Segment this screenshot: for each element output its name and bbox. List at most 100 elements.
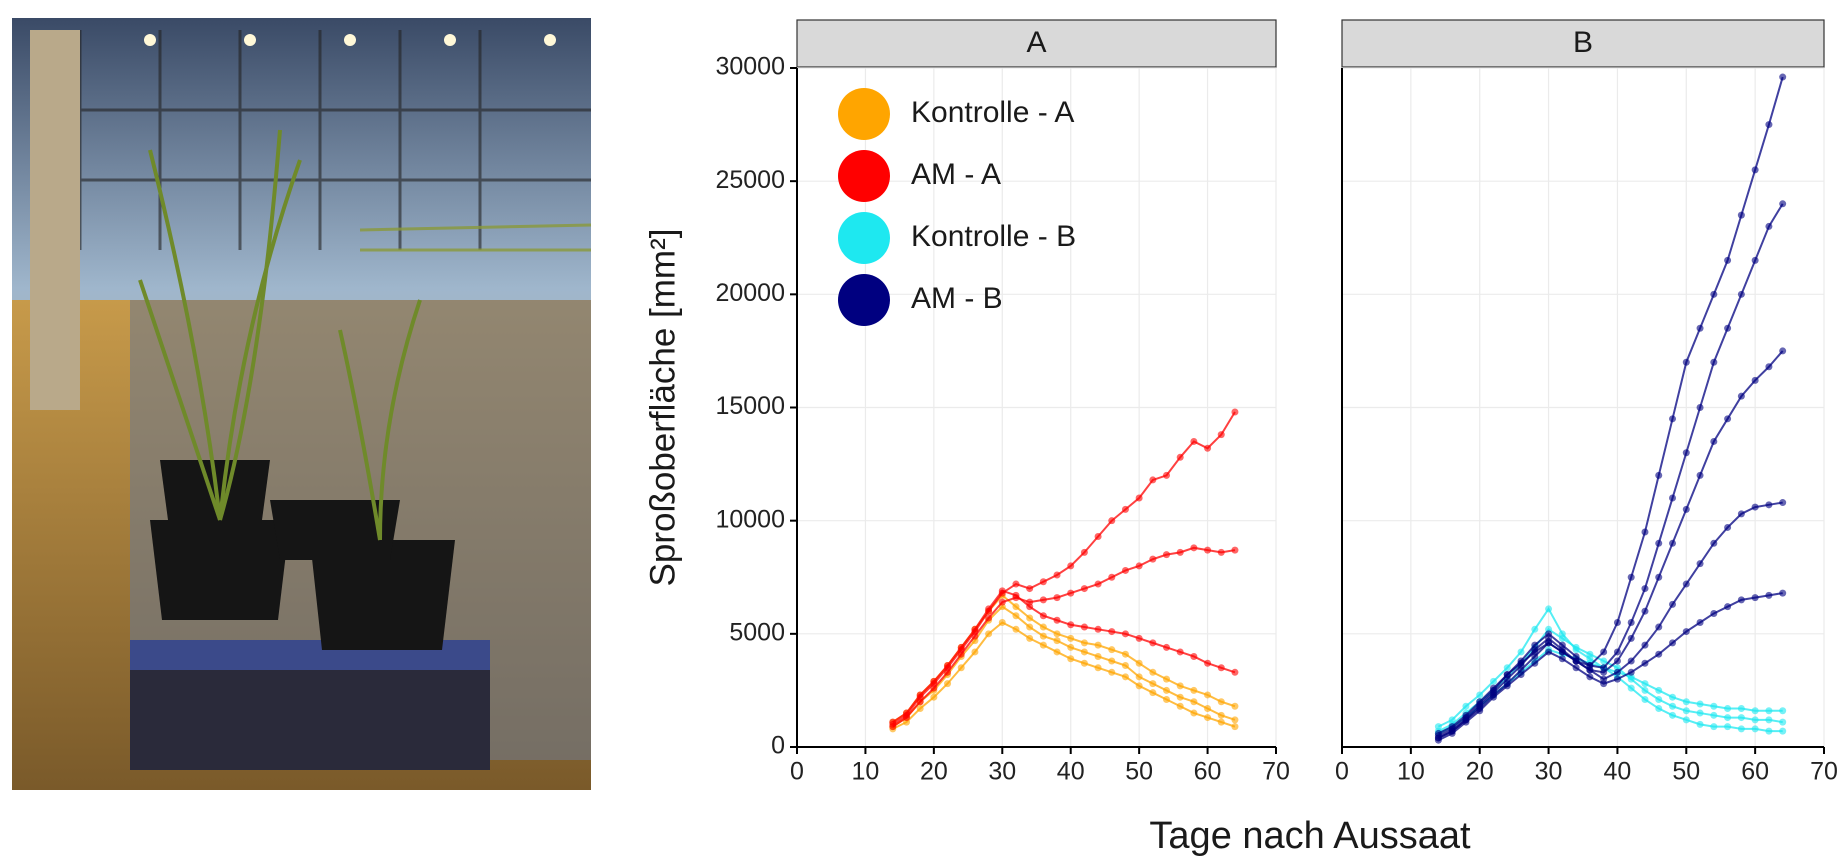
- data-point: [1012, 612, 1020, 620]
- data-point: [1696, 471, 1704, 479]
- data-point: [1572, 646, 1580, 654]
- data-point: [1655, 573, 1663, 581]
- data-point: [1655, 705, 1663, 713]
- data-point: [1053, 648, 1061, 656]
- data-point: [1641, 641, 1649, 649]
- data-point: [1080, 585, 1088, 593]
- y-tick-label: 10000: [715, 505, 785, 533]
- data-point: [1627, 634, 1635, 642]
- data-point: [1613, 619, 1621, 627]
- data-point: [1231, 668, 1239, 676]
- data-point: [1737, 714, 1745, 722]
- data-point: [1149, 680, 1157, 688]
- data-point: [1600, 668, 1608, 676]
- data-point: [1710, 702, 1718, 710]
- data-point: [1627, 619, 1635, 627]
- data-point: [1094, 625, 1102, 633]
- data-point: [1039, 612, 1047, 620]
- data-point: [1751, 707, 1759, 715]
- data-point: [1641, 695, 1649, 703]
- data-point: [1613, 668, 1621, 676]
- data-point: [1190, 709, 1198, 717]
- data-point: [1176, 453, 1184, 461]
- facet-title: A: [1026, 26, 1046, 59]
- data-point: [1094, 641, 1102, 649]
- y-tick-label: 30000: [715, 53, 785, 81]
- data-point: [1204, 546, 1212, 554]
- data-point: [1012, 625, 1020, 633]
- data-point: [1053, 571, 1061, 579]
- data-point: [1669, 693, 1677, 701]
- data-point: [1448, 723, 1456, 731]
- data-point: [1135, 659, 1143, 667]
- data-point: [1531, 641, 1539, 649]
- data-point: [1558, 655, 1566, 663]
- x-tick-label: 0: [790, 758, 804, 786]
- data-point: [902, 709, 910, 717]
- data-point: [916, 698, 924, 706]
- data-point: [1737, 725, 1745, 733]
- y-tick-label: 15000: [715, 392, 785, 420]
- data-point: [1190, 652, 1198, 660]
- data-point: [1655, 695, 1663, 703]
- data-point: [944, 662, 952, 670]
- x-tick-label: 10: [1397, 758, 1425, 786]
- data-point: [1190, 698, 1198, 706]
- data-point: [1710, 723, 1718, 731]
- data-point: [1531, 625, 1539, 633]
- data-point: [1737, 705, 1745, 713]
- data-point: [1149, 639, 1157, 647]
- data-point: [1641, 528, 1649, 536]
- x-tick-label: 30: [1535, 758, 1563, 786]
- x-tick-label: 40: [1057, 758, 1085, 786]
- data-point: [1669, 539, 1677, 547]
- y-tick-label: 0: [771, 732, 785, 760]
- data-point: [1779, 718, 1787, 726]
- data-point: [1682, 628, 1690, 636]
- data-point: [1108, 646, 1116, 654]
- data-point: [1231, 702, 1239, 710]
- data-point: [930, 684, 938, 692]
- data-point: [1448, 716, 1456, 724]
- legend-swatch: [838, 88, 890, 140]
- data-point: [1489, 693, 1497, 701]
- y-tick-label: 20000: [715, 279, 785, 307]
- data-point: [1779, 589, 1787, 597]
- data-point: [1779, 727, 1787, 735]
- data-point: [1108, 628, 1116, 636]
- data-point: [998, 587, 1006, 595]
- data-point: [1163, 695, 1171, 703]
- data-point: [985, 614, 993, 622]
- data-point: [1751, 725, 1759, 733]
- facet-strip: [796, 19, 1277, 68]
- x-tick-label: 40: [1604, 758, 1632, 786]
- data-point: [1163, 675, 1171, 683]
- data-point: [1765, 591, 1773, 599]
- data-point: [1217, 698, 1225, 706]
- data-point: [1779, 73, 1787, 81]
- data-point: [1149, 555, 1157, 563]
- data-point: [1696, 560, 1704, 568]
- data-point: [1627, 668, 1635, 676]
- facet-title: B: [1573, 26, 1593, 59]
- legend-label: AM - B: [911, 282, 1003, 315]
- data-point: [1724, 324, 1732, 332]
- data-point: [1696, 700, 1704, 708]
- data-point: [1053, 637, 1061, 645]
- data-point: [1163, 471, 1171, 479]
- legend-swatch: [838, 150, 890, 202]
- x-tick-label: 60: [1741, 758, 1769, 786]
- data-point: [1710, 711, 1718, 719]
- data-point: [1710, 290, 1718, 298]
- data-point: [1094, 533, 1102, 541]
- data-point: [1724, 415, 1732, 423]
- data-point: [1669, 415, 1677, 423]
- data-point: [1217, 664, 1225, 672]
- data-point: [1724, 603, 1732, 611]
- data-point: [1080, 648, 1088, 656]
- data-point: [916, 691, 924, 699]
- data-point: [1067, 634, 1075, 642]
- data-point: [930, 693, 938, 701]
- data-point: [1121, 630, 1129, 638]
- series-line: [1437, 627, 1783, 733]
